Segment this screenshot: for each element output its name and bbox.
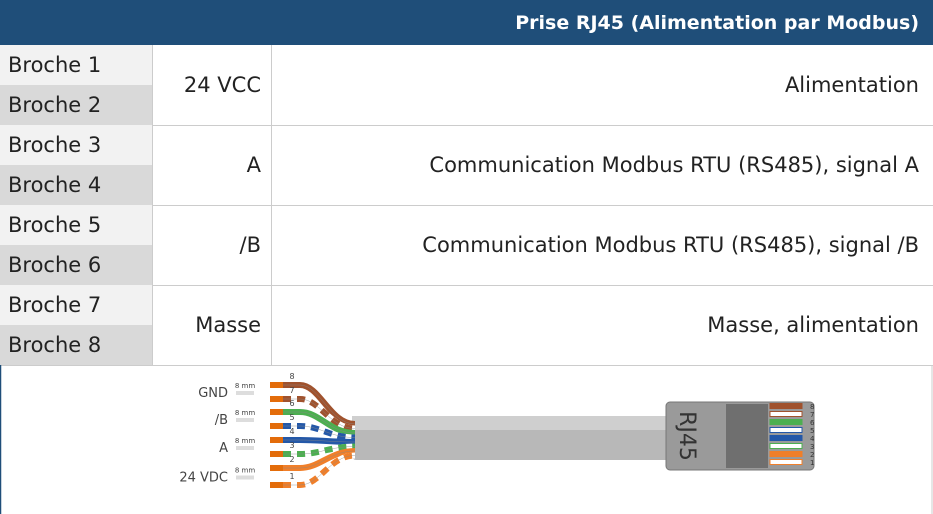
wire (283, 452, 356, 488)
strip-mark (236, 475, 254, 480)
terminal (270, 482, 283, 488)
description: Communication Modbus RTU (RS485), signal… (422, 233, 919, 257)
strip-mark (236, 446, 254, 450)
pin-number: 6 (810, 419, 815, 427)
wire (283, 409, 356, 436)
wire-label: GND (198, 386, 228, 401)
wire-label: 24 VDC (179, 471, 228, 486)
wire-outline (283, 425, 356, 438)
wire-label: A (219, 441, 228, 456)
pin-number: 4 (810, 435, 815, 443)
wire-number: 3 (289, 441, 294, 450)
pin-wire (769, 403, 803, 409)
pin-wire (769, 435, 803, 441)
wire-stripe (283, 443, 356, 457)
cable (352, 416, 682, 460)
pin-number: 3 (810, 443, 814, 451)
pin-label: Broche 4 (0, 165, 152, 205)
row-separator (0, 205, 933, 206)
table-title: Prise RJ45 (Alimentation par Modbus) (0, 0, 933, 45)
wire-number: 5 (289, 413, 294, 422)
row-separator (0, 365, 933, 366)
wire-number: 7 (289, 386, 294, 395)
strip-mark (236, 391, 254, 395)
terminal (270, 423, 283, 429)
description: Alimentation (784, 73, 919, 97)
wire-stripe (283, 452, 356, 488)
strip-length: 8 mm (235, 409, 255, 417)
wire (283, 423, 356, 441)
pin-wire (769, 443, 803, 449)
wire-outline (283, 450, 356, 469)
pin-number: 7 (810, 411, 814, 419)
pin-wire (769, 459, 803, 465)
wire-outline (283, 384, 356, 425)
wire-outline (283, 411, 356, 434)
terminal (270, 409, 283, 415)
pin-number: 2 (810, 451, 814, 459)
wire-number: 4 (289, 427, 294, 436)
wire-label: /B (215, 413, 228, 428)
pin-wire (769, 411, 803, 417)
pin-label: Broche 7 (0, 285, 152, 325)
connector (665, 401, 815, 471)
pin-label: Broche 5 (0, 205, 152, 245)
pin-number: 5 (810, 427, 814, 435)
pin-label: Broche 3 (0, 125, 152, 165)
wire-stripe (283, 423, 356, 441)
pin-number: 1 (810, 459, 814, 467)
wire-number: 8 (289, 372, 294, 381)
wire (283, 382, 356, 427)
pin-number: 8 (810, 403, 814, 411)
wire-outline (283, 398, 356, 429)
description: Communication Modbus RTU (RS485), signal… (429, 153, 919, 177)
terminal (270, 382, 283, 388)
description: Masse, alimentation (707, 313, 919, 337)
strip-length: 8 mm (235, 437, 255, 445)
wire-outline (283, 446, 356, 455)
signal: 24 VCC (152, 45, 272, 125)
wire-outline (283, 455, 356, 486)
row-separator (0, 285, 933, 286)
pin-label: Broche 8 (0, 325, 152, 365)
wire (283, 437, 356, 445)
terminal (270, 437, 283, 443)
wire (283, 443, 356, 457)
wire-stripe (283, 396, 356, 432)
row-separator (0, 125, 933, 126)
connector-label: RJ45 (674, 411, 699, 461)
pin-wire (769, 419, 803, 425)
pin-wire (769, 451, 803, 457)
wire-number: 1 (289, 472, 294, 481)
strip-length: 8 mm (235, 467, 255, 475)
pin-wire (769, 427, 803, 433)
pin-label: Broche 1 (0, 45, 152, 85)
wire (283, 448, 356, 471)
wire-outline (283, 439, 356, 443)
signal: /B (152, 205, 272, 285)
terminal (270, 465, 283, 471)
wire-number: 6 (289, 399, 294, 408)
terminal (270, 451, 283, 457)
pin-label: Broche 6 (0, 245, 152, 285)
signal: Masse (152, 285, 272, 365)
strip-length: 8 mm (235, 382, 255, 390)
wire-number: 2 (289, 455, 294, 464)
terminal (270, 396, 283, 402)
signal: A (152, 125, 272, 205)
strip-mark (236, 418, 254, 422)
wire (283, 396, 356, 432)
pin-label: Broche 2 (0, 85, 152, 125)
